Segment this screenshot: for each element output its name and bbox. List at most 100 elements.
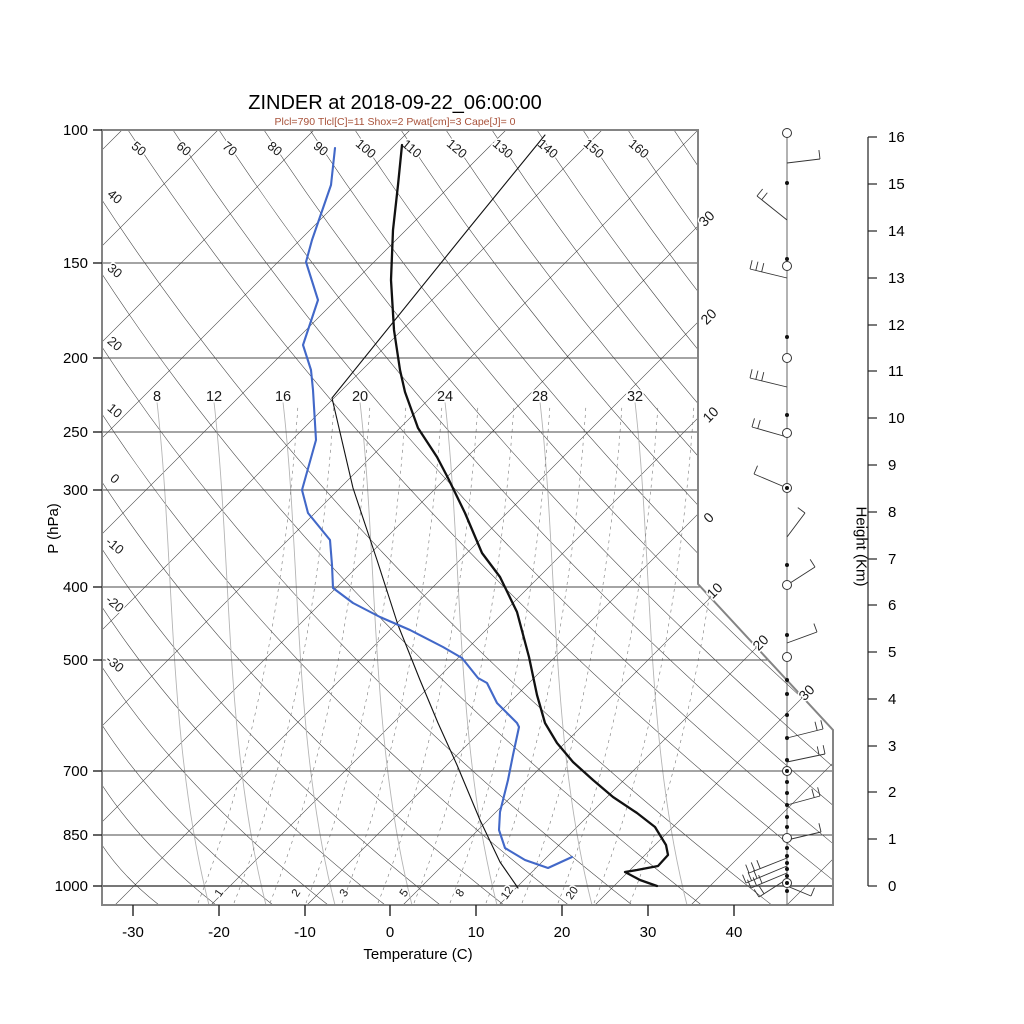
wind-barb-feather xyxy=(757,419,761,429)
dry-adiabat-line xyxy=(172,130,833,905)
dry-adiabat-line xyxy=(102,273,702,905)
isotherm-label: 0 xyxy=(700,509,717,526)
pressure-tick-label: 300 xyxy=(63,482,88,499)
pressure-tick-label: 500 xyxy=(63,652,88,669)
temperature-axis-title: Temperature (C) xyxy=(363,946,473,963)
dry-adiabat-line xyxy=(309,130,833,905)
pressure-tick-label: 700 xyxy=(63,763,88,780)
wind-station-dot xyxy=(785,335,789,339)
wind-station-dot xyxy=(785,815,789,819)
dry-adiabat-label: 120 xyxy=(444,136,470,161)
temp-tick-label: 10 xyxy=(468,924,485,941)
isotherm-label: 20 xyxy=(697,305,719,327)
dry-adiabat-line xyxy=(582,130,833,905)
height-tick-label: 10 xyxy=(888,410,905,427)
wind-barb-feather xyxy=(749,369,753,379)
wind-station-dot xyxy=(785,861,789,865)
wind-barb-feather xyxy=(753,869,758,879)
dry-adiabat-line xyxy=(102,666,329,905)
mixing-ratio-label: 20 xyxy=(564,885,581,902)
wind-barb-feather xyxy=(818,823,822,833)
wind-barb-feather xyxy=(818,150,821,160)
temp-tick-label: -30 xyxy=(122,924,144,941)
isotherm-line xyxy=(102,130,411,905)
moist-adiabat-line xyxy=(156,401,210,905)
dry-adiabat-label: 50 xyxy=(129,138,150,159)
height-tick-label: 0 xyxy=(888,878,896,895)
height-tick-label: 15 xyxy=(888,176,905,193)
dry-adiabat-label: 130 xyxy=(490,136,516,161)
dry-adiabat-label: -10 xyxy=(103,534,127,558)
isotherm-line xyxy=(786,130,833,905)
wind-barb-feather xyxy=(820,720,824,730)
wind-station-dot xyxy=(785,758,789,762)
wind-station-dot xyxy=(785,563,789,567)
wind-barb-feather xyxy=(752,877,757,886)
isotherm-line xyxy=(690,130,833,905)
wind-station-circle xyxy=(782,261,792,271)
parcel-trace xyxy=(331,134,546,889)
isotherm-line xyxy=(102,130,795,905)
height-tick-label: 3 xyxy=(888,738,896,755)
mixing-ratio-line xyxy=(305,404,407,904)
wind-station-circle xyxy=(782,428,792,438)
height-tick-label: 7 xyxy=(888,551,896,568)
mixing-ratio-line xyxy=(485,404,587,904)
wind-barb xyxy=(745,865,788,884)
wind-barb-feather xyxy=(811,788,815,798)
dry-adiabat-label: 90 xyxy=(311,138,332,159)
temperature-trace xyxy=(389,143,670,888)
pressure-axis-title: P (hPa) xyxy=(44,503,62,554)
wind-station-dot xyxy=(785,678,789,682)
chart-title: ZINDER at 2018-09-22_06:00:00 xyxy=(248,92,542,114)
wind-station-dot xyxy=(785,713,789,717)
isotherm-line xyxy=(102,130,219,905)
wind-barb-feather xyxy=(753,465,758,475)
dry-adiabat-label: 100 xyxy=(353,136,379,161)
height-tick-label: 9 xyxy=(888,457,896,474)
height-tick-label: 5 xyxy=(888,644,896,661)
dry-adiabat-line xyxy=(263,130,833,905)
wind-barb xyxy=(786,831,822,841)
isotherm-line xyxy=(102,130,315,905)
moist-adiabat-label: 28 xyxy=(532,389,548,405)
dry-adiabat-line xyxy=(673,130,833,905)
isotherm-line xyxy=(306,130,833,905)
height-tick-label: 6 xyxy=(888,597,896,614)
wind-barb xyxy=(786,566,816,586)
wind-station-dot xyxy=(785,692,789,696)
wind-barb-feather xyxy=(750,862,755,871)
height-tick-label: 11 xyxy=(888,363,904,380)
wind-station-dot xyxy=(785,854,789,858)
moist-adiabat-line xyxy=(359,401,413,905)
dry-adiabat-label: 40 xyxy=(105,186,126,207)
wind-barb xyxy=(748,857,788,874)
dry-adiabat-line xyxy=(102,724,274,905)
isotherm-label: 20 xyxy=(749,631,771,653)
temp-tick-label: -10 xyxy=(294,924,316,941)
wind-station-circle xyxy=(782,833,792,843)
wind-barb-feather xyxy=(813,623,818,633)
moist-adiabat-label: 20 xyxy=(352,389,368,405)
wind-barb-column xyxy=(742,128,826,905)
wind-station-dot xyxy=(785,769,789,773)
isotherm-label: 10 xyxy=(699,403,721,425)
dry-adiabat-line xyxy=(445,130,833,905)
wind-barb-feather xyxy=(756,860,761,869)
plot-frame xyxy=(101,129,834,906)
height-axis-title: Height (Km) xyxy=(852,506,870,587)
dry-adiabat-line xyxy=(102,844,160,905)
wind-barb-feather xyxy=(753,889,760,898)
height-tick-label: 12 xyxy=(888,317,905,334)
wind-barb-feather xyxy=(817,787,821,797)
wind-station-dot xyxy=(785,791,789,795)
dry-adiabat-line xyxy=(354,130,833,905)
wind-barb-feather xyxy=(822,745,826,755)
pressure-tick-label: 150 xyxy=(63,255,88,272)
wind-barb xyxy=(751,426,788,438)
wind-barb-feather xyxy=(742,874,747,884)
wind-barb-feather xyxy=(816,746,820,756)
wind-station-dot xyxy=(785,846,789,850)
